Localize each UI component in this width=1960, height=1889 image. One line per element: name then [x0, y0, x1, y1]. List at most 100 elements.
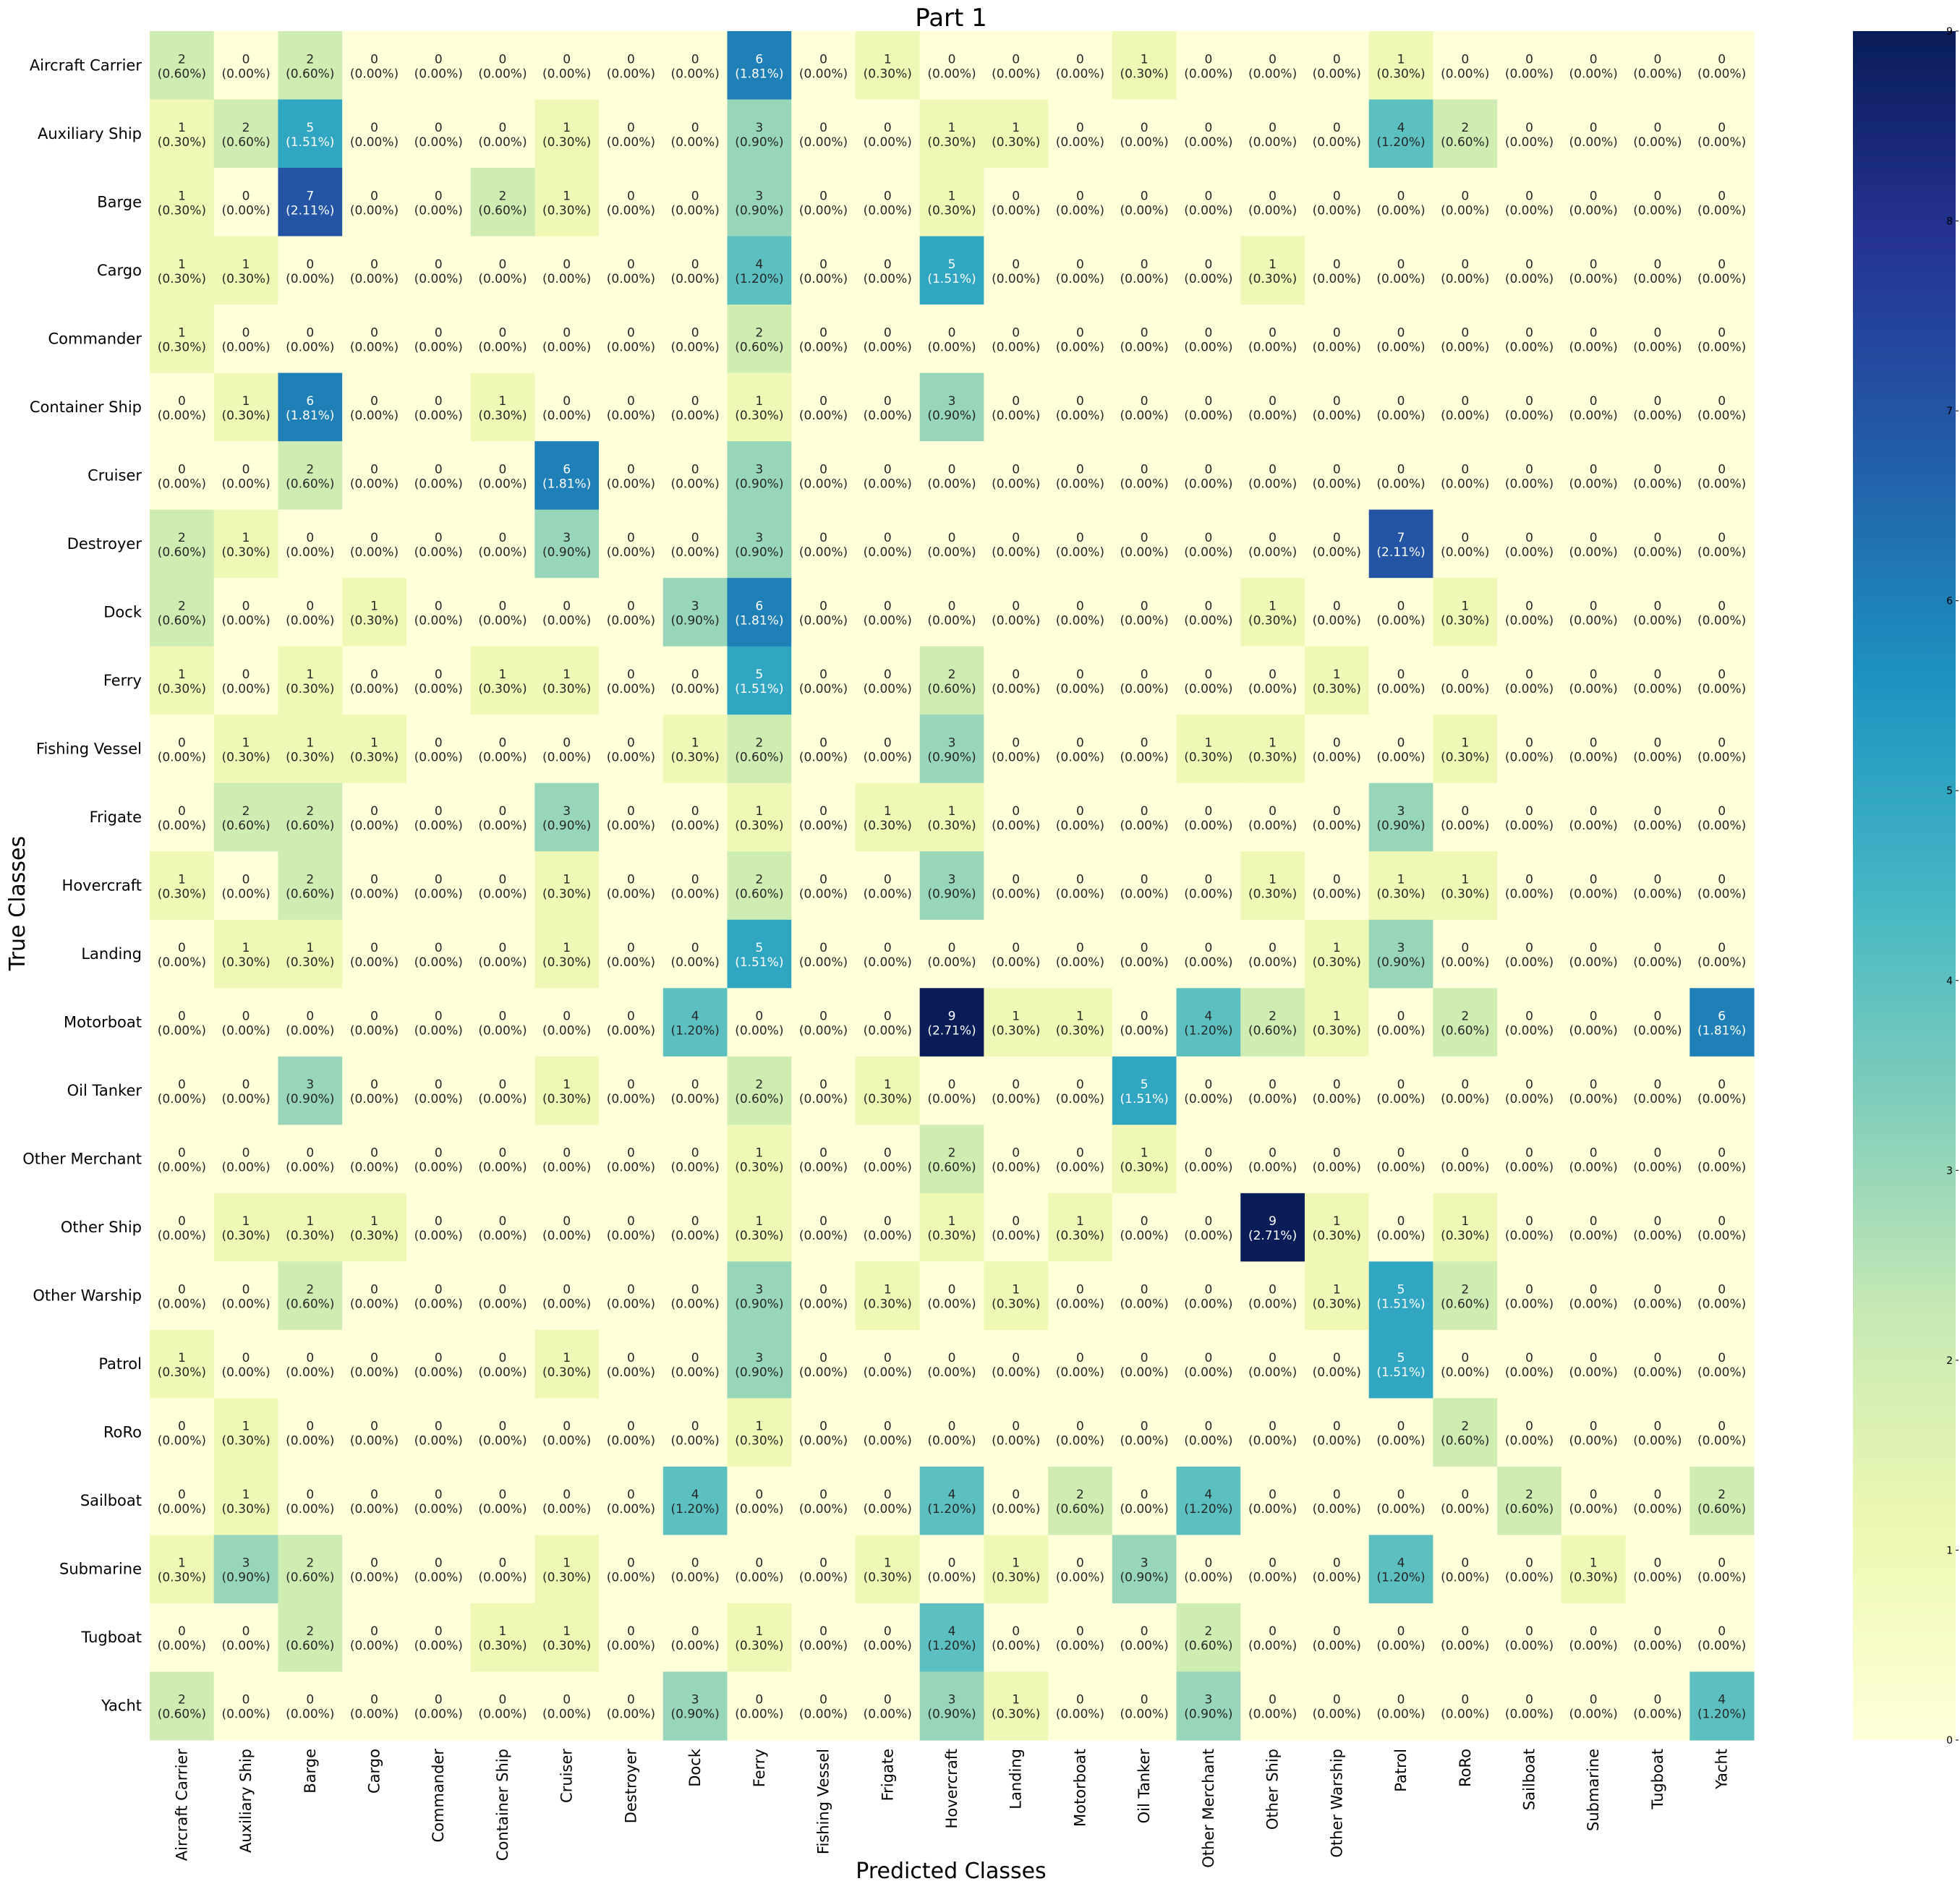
heatmap-cell [1048, 646, 1113, 715]
cell-count-label: 0 [819, 531, 827, 545]
cell-count-label: 0 [1654, 462, 1662, 477]
heatmap-cell [278, 988, 343, 1057]
cell-count-label: 0 [435, 599, 443, 613]
heatmap-cell [406, 1535, 472, 1604]
cell-count-label: 1 [242, 1488, 250, 1502]
cell-percent-label: (0.00%) [286, 1365, 334, 1380]
cell-count-label: 1 [948, 1214, 956, 1229]
cell-count-label: 0 [627, 1078, 635, 1092]
cell-count-label: 2 [1461, 121, 1469, 135]
cell-count-label: 0 [1269, 1693, 1277, 1707]
cell-count-label: 0 [1590, 121, 1598, 135]
cell-count-label: 1 [306, 941, 314, 955]
cell-percent-label: (0.00%) [478, 1434, 527, 1449]
heatmap-cell [727, 1193, 792, 1262]
cell-percent-label: (0.00%) [1569, 955, 1618, 970]
heatmap-cell [919, 1125, 984, 1194]
heatmap-cell [1625, 1466, 1690, 1536]
cell-percent-label: (0.30%) [542, 203, 591, 218]
cell-count-label: 0 [627, 941, 635, 955]
heatmap-cell [1368, 236, 1433, 305]
cell-percent-label: (0.30%) [158, 340, 206, 354]
cell-count-label: 1 [563, 668, 571, 682]
heatmap-cell [1690, 1466, 1755, 1536]
cell-count-label: 3 [563, 804, 571, 819]
cell-count-label: 0 [948, 941, 956, 955]
heatmap-cell [727, 1535, 792, 1604]
heatmap-cell [855, 236, 921, 305]
cell-count-label: 0 [819, 1488, 827, 1502]
cell-percent-label: (0.00%) [1505, 1639, 1554, 1653]
heatmap-cell [599, 578, 664, 647]
cell-percent-label: (0.00%) [542, 340, 591, 354]
cell-count-label: 0 [1204, 1146, 1212, 1161]
heatmap-cell [791, 372, 856, 442]
cell-percent-label: (0.00%) [1248, 1571, 1297, 1585]
colorbar-tick-label: 5 [1946, 785, 1953, 797]
cell-percent-label: (0.00%) [670, 409, 719, 423]
cell-percent-label: (0.00%) [221, 1024, 270, 1039]
y-tick-label: Landing [81, 945, 142, 963]
cell-count-label: 0 [1204, 325, 1212, 340]
cell-count-label: 0 [370, 1488, 378, 1502]
cell-count-label: 0 [1269, 52, 1277, 67]
cell-count-label: 3 [1397, 804, 1405, 819]
colorbar-tick-label: 1 [1946, 1545, 1953, 1556]
heatmap-cell [213, 715, 279, 784]
heatmap-cell [662, 988, 728, 1057]
heatmap-cell [1240, 1535, 1305, 1604]
heatmap-cell [342, 168, 407, 237]
cell-percent-label: (0.00%) [414, 1092, 463, 1106]
heatmap-cell [984, 1466, 1049, 1536]
cell-count-label: 0 [1204, 189, 1212, 203]
heatmap-cell [919, 851, 984, 921]
cell-percent-label: (0.00%) [607, 750, 655, 764]
cell-count-label: 0 [435, 1283, 443, 1297]
cell-percent-label: (0.00%) [158, 955, 206, 970]
cell-count-label: 0 [1333, 599, 1341, 613]
heatmap-cell [1368, 441, 1433, 511]
cell-percent-label: (0.30%) [992, 1571, 1040, 1585]
heatmap-cell [534, 372, 600, 442]
cell-count-label: 0 [306, 325, 314, 340]
cell-percent-label: (0.00%) [864, 1229, 912, 1243]
cell-percent-label: (0.00%) [158, 477, 206, 491]
cell-count-label: 0 [370, 1283, 378, 1297]
heatmap-cell [855, 1603, 921, 1673]
x-tick-label: Landing [1007, 1749, 1025, 1809]
cell-count-label: 1 [306, 668, 314, 682]
cell-percent-label: (0.00%) [350, 340, 399, 354]
cell-percent-label: (0.30%) [158, 1365, 206, 1380]
cell-percent-label: (0.00%) [1569, 1092, 1618, 1106]
cell-percent-label: (0.00%) [1697, 1365, 1746, 1380]
cell-count-label: 0 [1141, 804, 1149, 819]
heatmap-cell [278, 1125, 343, 1194]
cell-count-label: 2 [755, 325, 763, 340]
heatmap-cell [213, 236, 279, 305]
heatmap-cell [1112, 1603, 1177, 1673]
heatmap-cell [1561, 1329, 1627, 1399]
cell-count-label: 0 [242, 1078, 250, 1092]
heatmap-cell [662, 646, 728, 715]
cell-count-label: 0 [1333, 462, 1341, 477]
cell-percent-label: (0.00%) [607, 1502, 655, 1517]
heatmap-cell [1368, 99, 1433, 169]
heatmap-cell [1176, 31, 1241, 101]
cell-percent-label: (0.00%) [542, 409, 591, 423]
cell-count-label: 0 [884, 1488, 892, 1502]
heatmap-cell [406, 988, 472, 1057]
cell-percent-label: (0.00%) [670, 272, 719, 286]
cell-percent-label: (0.00%) [927, 340, 976, 354]
cell-percent-label: (0.00%) [1505, 682, 1554, 696]
cell-percent-label: (0.00%) [414, 1229, 463, 1243]
cell-count-label: 0 [819, 1214, 827, 1229]
heatmap-cell [919, 441, 984, 511]
cell-count-label: 1 [242, 257, 250, 272]
cell-count-label: 0 [948, 1078, 956, 1092]
cell-count-label: 0 [306, 257, 314, 272]
cell-percent-label: (0.00%) [1633, 203, 1682, 218]
heatmap-cell [534, 1056, 600, 1125]
heatmap-cell [1561, 99, 1627, 169]
cell-percent-label: (0.00%) [1120, 887, 1169, 902]
heatmap-cell [342, 509, 407, 579]
